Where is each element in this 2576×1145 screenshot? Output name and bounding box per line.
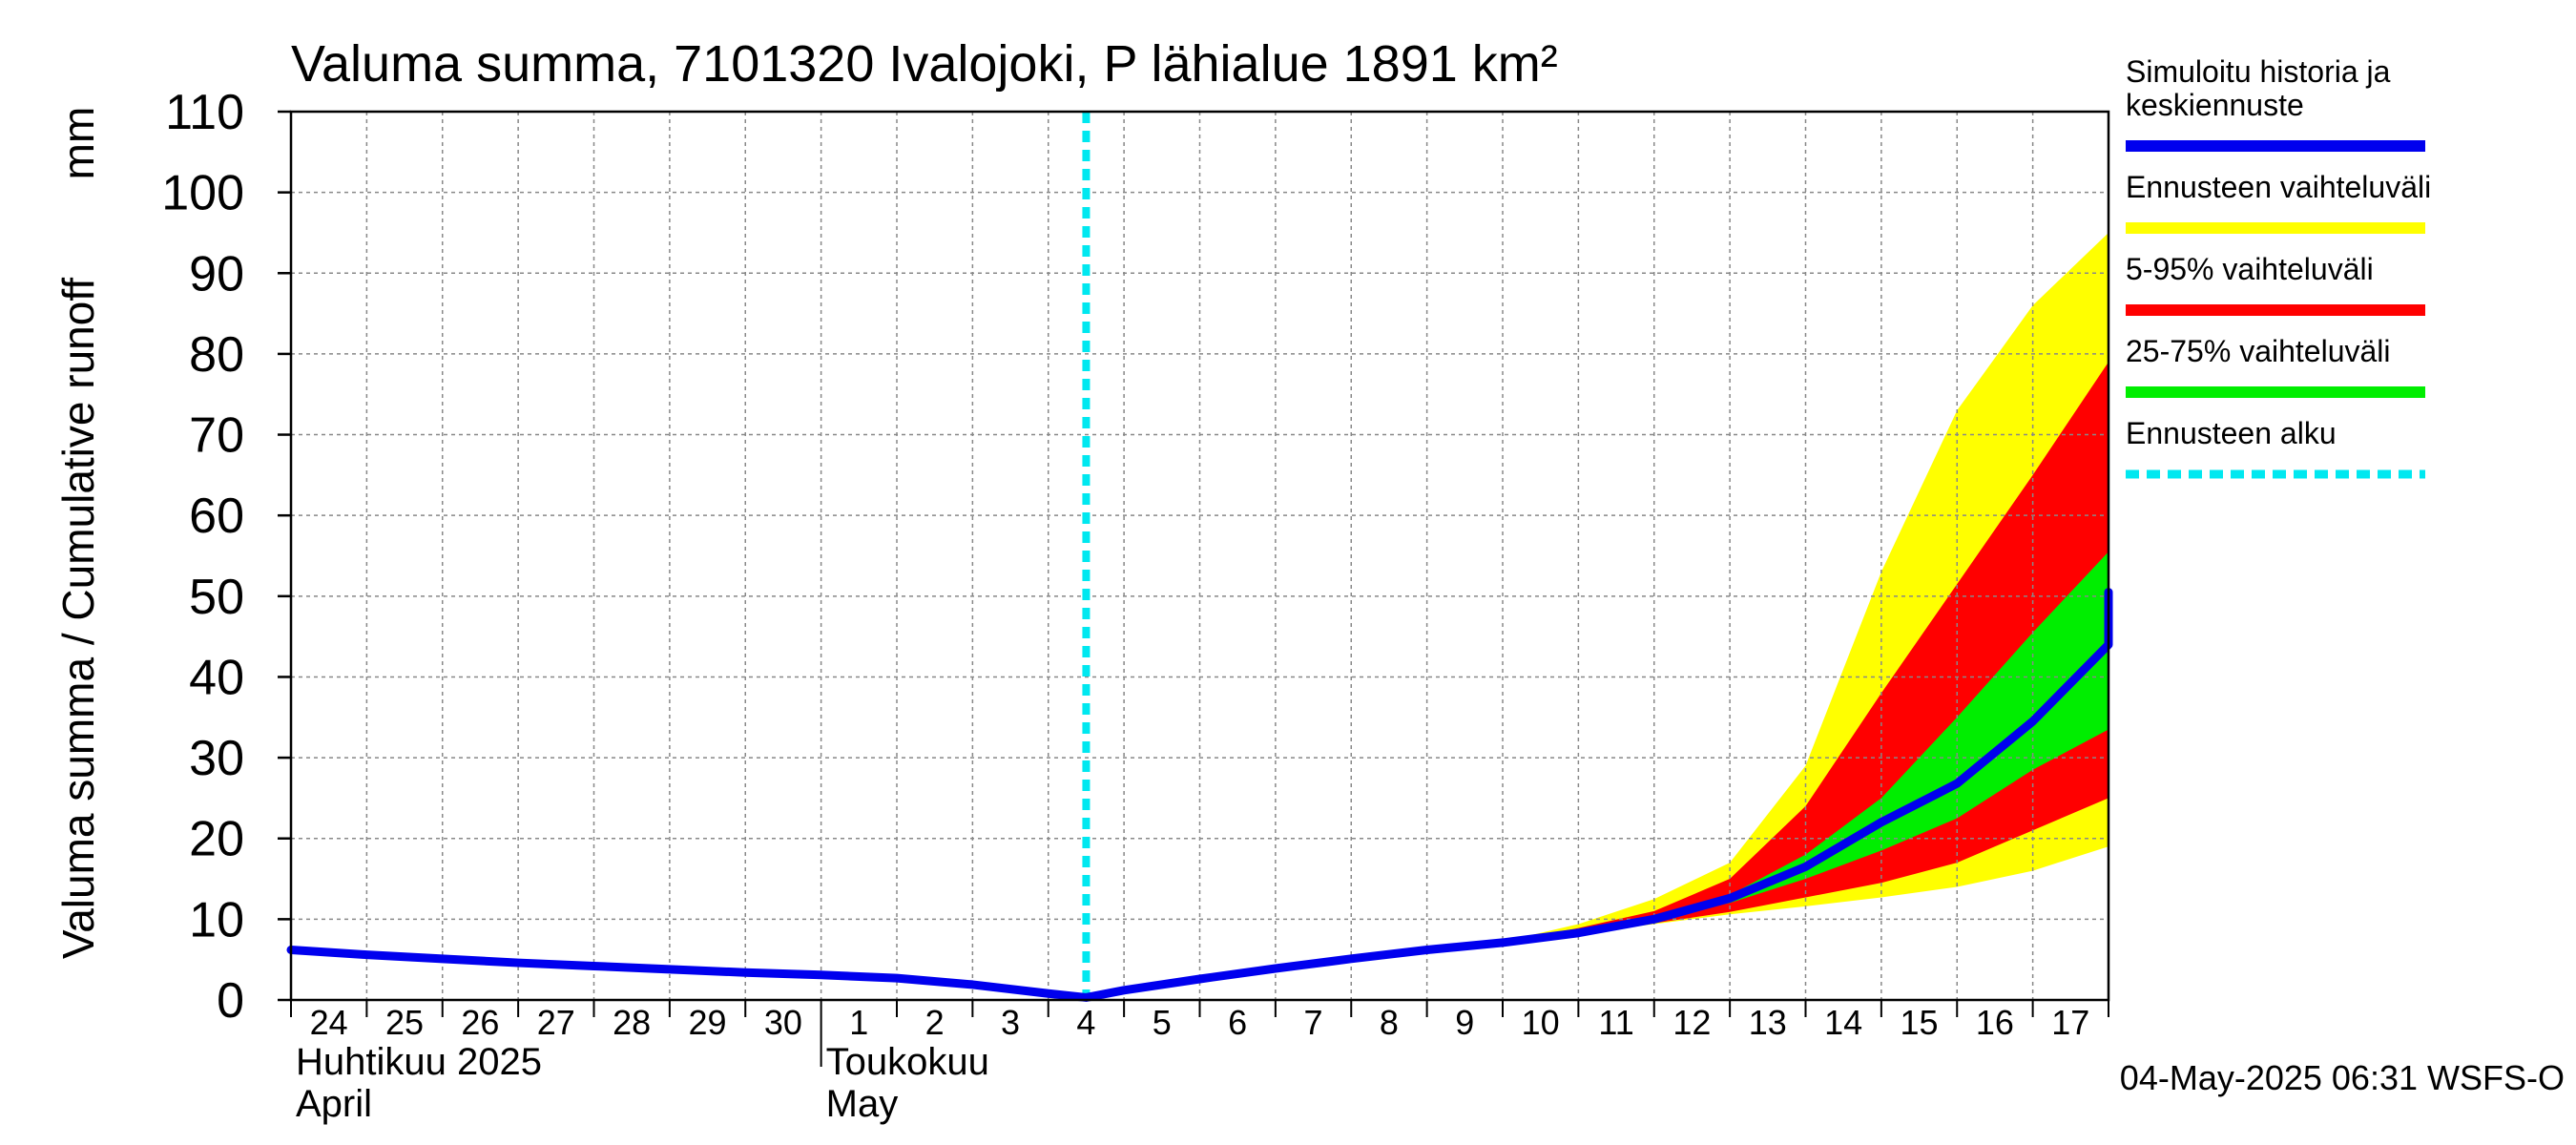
- x-tick-label: 30: [764, 1003, 802, 1042]
- x-tick-label: 27: [537, 1003, 575, 1042]
- x-tick-label: 9: [1455, 1003, 1474, 1042]
- x-tick-label: 24: [310, 1003, 348, 1042]
- x-tick-label: 4: [1076, 1003, 1095, 1042]
- y-tick-label: 50: [189, 570, 244, 625]
- y-tick-label: 80: [189, 327, 244, 383]
- footer-timestamp: 04-May-2025 06:31 WSFS-O: [2120, 1058, 2565, 1097]
- x-tick-label: 13: [1749, 1003, 1787, 1042]
- x-tick-label: 29: [689, 1003, 727, 1042]
- x-tick-label: 16: [1976, 1003, 2014, 1042]
- x-tick-label: 26: [461, 1003, 499, 1042]
- legend-label: keskiennuste: [2126, 88, 2304, 122]
- x-tick-label: 2: [925, 1003, 945, 1042]
- y-tick-label: 60: [189, 489, 244, 544]
- x-tick-label: 3: [1001, 1003, 1020, 1042]
- x-tick-label: 17: [2051, 1003, 2089, 1042]
- y-tick-label: 10: [189, 892, 244, 947]
- x-tick-label: 28: [613, 1003, 651, 1042]
- y-tick-label: 100: [161, 166, 244, 221]
- band-band-50: [1086, 450, 2109, 998]
- y-tick-label: 90: [189, 246, 244, 302]
- legend-label: Simuloitu historia ja: [2126, 54, 2391, 89]
- y-tick-label: 110: [165, 85, 244, 140]
- y-tick-label: 40: [189, 650, 244, 705]
- legend-label: 5-95% vaihteluväli: [2126, 252, 2374, 286]
- median-line: [286, 588, 2113, 1002]
- median-layer: [286, 112, 2113, 1002]
- x-tick-label: 6: [1228, 1003, 1247, 1042]
- grid-lines: [291, 112, 2109, 1000]
- legend-label: 25-75% vaihteluväli: [2126, 334, 2391, 368]
- x-axis-ticks: 24 25 26 27 28 29 30 1 2 3 4 5 6 7 8 9 10 11 12 13 14 15 16 17: [290, 1000, 2109, 1067]
- y-axis-ticks: 0 10 20 30 40 50 60 70 80 90 100 110: [161, 85, 291, 1029]
- x-tick-label: 11: [1598, 1003, 1633, 1042]
- x-tick-label: 7: [1304, 1003, 1323, 1042]
- y-tick-label: 70: [189, 408, 244, 464]
- x-tick-label: 1: [849, 1003, 868, 1042]
- month-label-en: May: [826, 1083, 899, 1125]
- forecast-bands: [1086, 135, 2109, 998]
- y-tick-label: 20: [189, 812, 244, 867]
- y-tick-label: 0: [217, 973, 244, 1029]
- x-tick-label: 14: [1824, 1003, 1862, 1042]
- y-axis-unit: mm: [53, 107, 103, 180]
- chart-title: Valuma summa, 7101320 Ivalojoki, P lähia…: [291, 35, 1558, 93]
- x-tick-label: 10: [1522, 1003, 1560, 1042]
- x-tick-label: 5: [1153, 1003, 1172, 1042]
- month-label-en: April: [296, 1083, 372, 1125]
- band-band-90: [1086, 248, 2109, 998]
- legend-label: Ennusteen alku: [2126, 416, 2337, 450]
- month-label-fi: Huhtikuu 2025: [296, 1041, 542, 1083]
- x-tick-label: 12: [1672, 1003, 1711, 1042]
- x-tick-label: 8: [1380, 1003, 1399, 1042]
- y-axis-label: Valuma summa / Cumulative runoff: [53, 278, 103, 959]
- month-label-fi: Toukokuu: [826, 1041, 989, 1083]
- x-tick-label: 15: [1901, 1003, 1939, 1042]
- y-tick-label: 30: [189, 731, 244, 786]
- x-tick-label: 25: [385, 1003, 424, 1042]
- legend-label: Ennusteen vaihteluväli: [2126, 170, 2431, 204]
